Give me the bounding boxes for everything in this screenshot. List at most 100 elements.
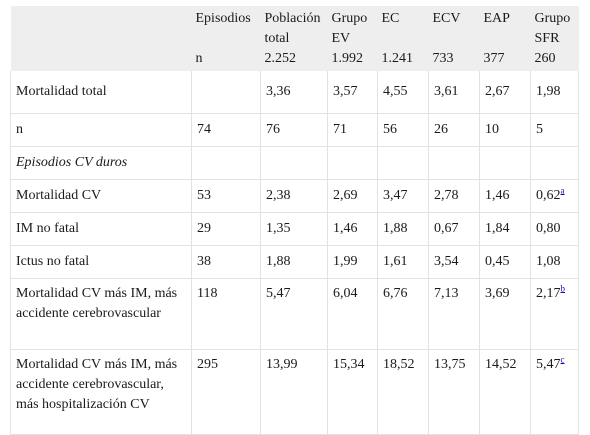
header-label: EAP xyxy=(483,11,510,26)
cell-value: 26 xyxy=(434,122,448,137)
table-cell xyxy=(191,71,261,114)
cell-value: 5 xyxy=(536,122,543,137)
table-cell: 1,46 xyxy=(479,179,531,213)
cell-value: 3,61 xyxy=(434,84,459,99)
table-cell: 5,47c xyxy=(530,349,579,435)
table-cell: 38 xyxy=(191,245,261,279)
header-cell-ec: EC 1.241 xyxy=(377,6,429,71)
table-cell: 1,99 xyxy=(327,245,378,279)
table-cell xyxy=(479,146,531,180)
cell-value: 6,76 xyxy=(383,286,408,301)
table-row: IM no fatal 29 1,35 1,46 1,88 0,67 1,84 0,80 xyxy=(10,212,579,246)
header-cell-grupo-ev: Grupo EV 1.992 xyxy=(327,6,378,71)
row-label: Episodios CV duros xyxy=(10,146,192,180)
cell-value: 1,61 xyxy=(383,254,408,269)
table-cell: 1,35 xyxy=(260,212,328,246)
header-cell-poblacion: Población total 2.252 xyxy=(260,6,328,71)
cell-value: 3,69 xyxy=(485,286,510,301)
table-cell: 53 xyxy=(191,179,261,213)
results-table: Episodios n Población total 2.252 Grupo EV… xyxy=(10,6,579,435)
cell-value: 1,35 xyxy=(266,221,291,236)
row-label: IM no fatal xyxy=(10,212,192,246)
footnote-link[interactable]: c xyxy=(560,354,565,365)
table-cell: 1,08 xyxy=(530,245,579,279)
table-row: Mortalidad CV más IM, más accidente cere… xyxy=(10,349,579,435)
table-cell: 5,47 xyxy=(260,278,328,350)
table-cell: 1,98 xyxy=(530,71,579,114)
header-n: 1.241 xyxy=(381,51,414,66)
cell-value: 1,46 xyxy=(485,188,510,203)
table-cell: 76 xyxy=(260,113,328,147)
header-cell-eap: EAP 377 xyxy=(479,6,531,71)
table-cell: 26 xyxy=(428,113,480,147)
table-cell: 1,61 xyxy=(377,245,429,279)
footnote-link[interactable]: a xyxy=(560,185,565,196)
table-cell: 1,46 xyxy=(327,212,378,246)
table-cell: 29 xyxy=(191,212,261,246)
table-cell: 2,17b xyxy=(530,278,579,350)
cell-value: 1,88 xyxy=(383,221,408,236)
table-cell: 2,78 xyxy=(428,179,480,213)
cell-value: 29 xyxy=(197,221,211,236)
cell-value: 0,62 xyxy=(536,188,561,203)
table-row: Episodios CV duros xyxy=(10,146,579,180)
table-cell: 3,36 xyxy=(260,71,328,114)
table-row: Mortalidad CV 53 2,38 2,69 3,47 2,78 1,46 0,62a xyxy=(10,179,579,213)
header-n: 2.252 xyxy=(264,51,297,66)
cell-value: 5,47 xyxy=(266,286,291,301)
table-cell: 3,47 xyxy=(377,179,429,213)
header-n: 377 xyxy=(483,51,505,66)
header-label: Grupo EV xyxy=(331,11,368,46)
cell-value: 18,52 xyxy=(383,357,415,372)
table-cell: 6,76 xyxy=(377,278,429,350)
cell-value: 15,34 xyxy=(333,357,365,372)
header-n: 1.992 xyxy=(331,51,364,66)
header-label: Población total xyxy=(264,11,321,46)
cell-value: 1,99 xyxy=(333,254,358,269)
table-cell: 3,54 xyxy=(428,245,480,279)
table-cell xyxy=(377,146,429,180)
header-label: Grupo SFR xyxy=(534,11,571,46)
row-label: Mortalidad CV más IM, más accidente cere… xyxy=(10,278,192,350)
table-cell: 13,99 xyxy=(260,349,328,435)
table-cell xyxy=(260,146,328,180)
cell-value: 5,47 xyxy=(536,357,561,372)
header-label: ECV xyxy=(432,11,461,26)
cell-value: 71 xyxy=(333,122,347,137)
cell-value: 10 xyxy=(485,122,499,137)
header-n: 260 xyxy=(534,51,556,66)
table-cell xyxy=(428,146,480,180)
cell-value: 3,47 xyxy=(383,188,408,203)
cell-value: 1,88 xyxy=(266,254,291,269)
table-cell: 2,38 xyxy=(260,179,328,213)
row-label: n xyxy=(10,113,192,147)
cell-value: 13,99 xyxy=(266,357,298,372)
table-body: Mortalidad total 3,36 3,57 4,55 3,61 2,67 1,98… xyxy=(10,71,579,435)
table-row: Mortalidad CV más IM, más accidente cere… xyxy=(10,278,579,350)
cell-value: 6,04 xyxy=(333,286,358,301)
cell-value: 7,13 xyxy=(434,286,459,301)
cell-value: 2,38 xyxy=(266,188,291,203)
table-cell: 0,80 xyxy=(530,212,579,246)
row-label: Mortalidad total xyxy=(10,71,192,114)
cell-value: 74 xyxy=(197,122,211,137)
table-cell: 14,52 xyxy=(479,349,531,435)
cell-value: 38 xyxy=(197,254,211,269)
table-cell: 118 xyxy=(191,278,261,350)
cell-value: 2,78 xyxy=(434,188,459,203)
table-cell: 15,34 xyxy=(327,349,378,435)
cell-value: 295 xyxy=(197,357,218,372)
cell-value: 3,36 xyxy=(266,84,291,99)
table-cell xyxy=(327,146,378,180)
table-cell: 18,52 xyxy=(377,349,429,435)
table-cell: 2,69 xyxy=(327,179,378,213)
header-n: 733 xyxy=(432,51,454,66)
table-cell: 0,67 xyxy=(428,212,480,246)
footnote-link[interactable]: b xyxy=(560,283,566,294)
cell-value: 14,52 xyxy=(485,357,517,372)
cell-value: 118 xyxy=(197,286,218,301)
table-cell: 6,04 xyxy=(327,278,378,350)
table-cell: 3,61 xyxy=(428,71,480,114)
cell-value: 13,75 xyxy=(434,357,466,372)
cell-value: 1,84 xyxy=(485,221,510,236)
